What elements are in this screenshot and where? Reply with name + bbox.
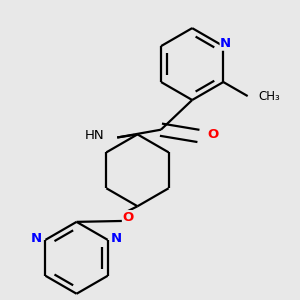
Text: O: O [122, 211, 134, 224]
Text: HN: HN [84, 128, 104, 142]
Text: N: N [220, 37, 231, 50]
Text: O: O [208, 128, 219, 141]
Text: N: N [31, 232, 42, 245]
Text: CH₃: CH₃ [259, 90, 281, 103]
Text: N: N [111, 232, 122, 245]
